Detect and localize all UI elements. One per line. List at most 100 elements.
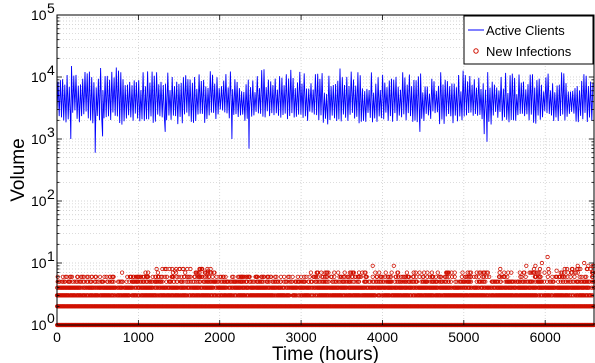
infection-point <box>497 274 502 279</box>
infection-point <box>352 279 357 284</box>
infection-point <box>585 279 590 284</box>
infection-point <box>481 274 487 279</box>
infection-point <box>438 274 444 279</box>
infection-point <box>155 285 160 290</box>
infection-point <box>558 279 563 284</box>
infection-point <box>370 263 375 268</box>
x-tick-label: 3000 <box>286 329 317 345</box>
infection-point <box>505 274 510 279</box>
infection-point <box>351 279 356 284</box>
infection-point <box>476 274 481 279</box>
infection-point <box>332 270 337 275</box>
infection-point <box>502 270 507 275</box>
infection-point <box>272 274 278 279</box>
infection-point <box>545 254 550 260</box>
infection-point <box>323 274 328 279</box>
infection-point <box>388 274 393 279</box>
y-tick-label: 10 <box>31 7 47 23</box>
infection-point <box>534 270 539 275</box>
infection-point <box>452 274 457 279</box>
infection-point <box>212 270 217 275</box>
infection-point <box>274 279 279 284</box>
infection-point <box>336 279 341 284</box>
infection-point <box>148 279 153 284</box>
infection-point <box>270 293 276 298</box>
infection-point <box>163 266 168 272</box>
infection-point <box>342 270 347 275</box>
infection-point <box>377 293 382 298</box>
infection-point <box>556 279 561 284</box>
infection-point <box>442 279 447 284</box>
infection-point <box>417 270 422 275</box>
infection-point <box>265 279 270 284</box>
infection-point <box>421 274 426 279</box>
infection-point <box>110 293 116 298</box>
legend-label-active-clients: Active Clients <box>486 23 565 38</box>
infection-point <box>444 274 449 279</box>
infection-point <box>559 274 565 279</box>
infection-point <box>468 270 474 275</box>
infection-point <box>413 270 418 275</box>
infection-point <box>522 270 527 275</box>
infection-point <box>337 274 342 279</box>
y-tick-label-exponent: 1 <box>47 248 55 264</box>
infection-point <box>523 274 528 279</box>
infection-point <box>230 274 235 279</box>
infection-point <box>326 279 331 284</box>
infection-point <box>233 279 239 284</box>
infection-point <box>203 270 208 275</box>
infection-point <box>120 270 125 275</box>
infection-point <box>586 263 591 268</box>
x-tick-label: 6000 <box>530 329 561 345</box>
infection-point <box>332 274 337 279</box>
infection-point <box>164 274 170 279</box>
infection-point <box>487 274 492 279</box>
infection-point <box>533 274 539 279</box>
infection-point <box>160 274 165 279</box>
infection-point <box>434 279 440 284</box>
legend-box <box>463 15 594 65</box>
infection-point <box>545 274 550 279</box>
infection-point <box>454 279 459 284</box>
infection-point <box>539 279 545 284</box>
infection-point <box>185 274 190 279</box>
infection-point <box>329 274 334 279</box>
y-tick-label-exponent: 0 <box>47 310 55 326</box>
infection-point <box>568 274 573 279</box>
infection-point <box>285 279 290 284</box>
infection-point <box>484 270 489 275</box>
infection-point <box>172 268 178 273</box>
infection-point <box>63 274 68 279</box>
infection-point <box>570 266 575 272</box>
infection-point <box>565 279 571 284</box>
infection-point <box>210 274 215 279</box>
infection-point <box>467 285 472 290</box>
infection-point <box>68 274 73 279</box>
infection-point <box>274 274 279 279</box>
x-tick-label: 0 <box>53 329 61 345</box>
infection-point <box>198 266 203 272</box>
y-tick-label-exponent: 5 <box>47 0 55 16</box>
infection-point <box>483 279 488 284</box>
infection-point <box>354 279 360 284</box>
infection-point <box>576 266 581 272</box>
infection-point <box>101 279 106 284</box>
infection-point <box>371 279 377 284</box>
infection-point <box>198 274 203 279</box>
infection-point <box>282 274 287 279</box>
infection-point <box>411 270 416 275</box>
infection-point <box>174 274 179 279</box>
y-tick-label: 10 <box>31 193 47 209</box>
infection-point <box>414 279 420 284</box>
infection-point <box>188 266 193 272</box>
infection-point <box>377 270 382 275</box>
infection-point <box>315 279 320 284</box>
infection-point <box>379 279 384 284</box>
infection-point <box>192 279 197 284</box>
infection-point <box>259 274 265 279</box>
infection-point <box>576 279 581 284</box>
infection-point <box>406 293 411 298</box>
infection-point <box>195 274 200 279</box>
infection-point <box>582 260 587 266</box>
